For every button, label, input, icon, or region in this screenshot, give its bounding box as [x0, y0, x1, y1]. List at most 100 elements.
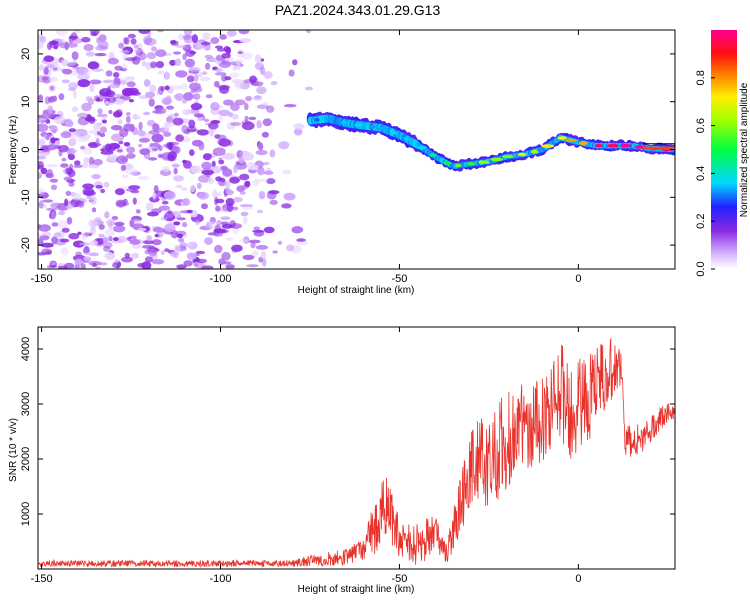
noise-blob	[304, 86, 314, 91]
noise-blob	[122, 53, 128, 62]
noise-blob	[259, 66, 266, 76]
track-core	[530, 149, 539, 154]
noise-blob	[48, 76, 58, 82]
y-tick-label: -20	[20, 237, 32, 253]
noise-blob	[41, 146, 49, 151]
noise-blob	[229, 223, 243, 229]
noise-blob	[64, 120, 74, 128]
noise-blob	[248, 116, 257, 121]
noise-blob	[240, 211, 249, 217]
noise-blob	[236, 185, 246, 193]
noise-blob	[196, 129, 209, 136]
track-core	[389, 131, 398, 135]
noise-blob	[81, 102, 92, 112]
noise-blob	[231, 114, 239, 120]
noise-blob	[186, 75, 195, 83]
track-core	[403, 137, 410, 141]
noise-blob	[174, 58, 182, 66]
noise-blob	[132, 197, 137, 205]
noise-blob	[218, 157, 223, 161]
noise-blob	[104, 229, 115, 237]
noise-blob	[121, 256, 133, 263]
noise-blob	[198, 141, 205, 151]
noise-blob	[104, 252, 116, 261]
noise-blob	[89, 142, 102, 147]
noise-blob	[219, 34, 227, 40]
colorbar-tick-label: 0.0	[695, 261, 707, 276]
noise-blob	[64, 198, 69, 207]
page-title: PAZ1.2024.343.01.29.G13	[274, 2, 441, 18]
noise-blob	[112, 111, 122, 118]
noise-blob	[286, 244, 295, 252]
noise-blob	[234, 99, 246, 106]
noise-blob	[268, 190, 280, 195]
noise-blob	[218, 159, 225, 165]
noise-blob	[181, 234, 188, 239]
noise-blob	[38, 123, 49, 132]
noise-blob	[226, 203, 234, 213]
noise-blob	[107, 154, 118, 162]
noise-blob	[269, 199, 278, 205]
noise-blob	[166, 105, 175, 110]
x-tick-label: -50	[391, 273, 407, 285]
noise-blob	[205, 94, 213, 99]
noise-blob	[193, 73, 199, 82]
noise-blob	[214, 134, 221, 139]
noise-blob	[192, 93, 201, 100]
noise-blob	[104, 143, 112, 152]
noise-blob	[112, 225, 126, 233]
noise-blob	[182, 198, 190, 206]
colorbar-ticks: 0.0 0.2 0.4 0.6 0.8	[695, 70, 715, 277]
noise-blob	[172, 51, 182, 55]
snr-series-line	[38, 338, 675, 569]
noise-blob	[170, 40, 177, 45]
noise-blob	[102, 79, 115, 84]
noise-blob	[143, 240, 154, 245]
noise-blob	[248, 239, 261, 244]
noise-blob	[81, 36, 91, 43]
noise-blob	[133, 45, 138, 52]
noise-blob	[125, 115, 131, 123]
noise-blob	[266, 178, 276, 185]
noise-blob	[135, 209, 141, 214]
noise-blob	[88, 219, 98, 228]
noise-blob	[137, 227, 147, 232]
noise-blob	[233, 197, 243, 203]
noise-blob	[114, 188, 125, 196]
noise-blob	[61, 79, 70, 84]
noise-blob	[216, 220, 222, 226]
noise-blob	[193, 113, 204, 118]
noise-blob	[127, 33, 136, 39]
noise-blob	[210, 37, 220, 44]
noise-blob	[239, 38, 252, 43]
noise-blob	[155, 107, 167, 115]
noise-blob	[219, 85, 230, 94]
noise-blob	[49, 85, 55, 91]
noise-blob	[151, 133, 164, 143]
noise-blob	[211, 160, 216, 168]
noise-blob	[145, 202, 154, 211]
noise-blob	[114, 259, 120, 263]
noise-blob	[38, 200, 44, 209]
noise-blob	[101, 119, 107, 124]
noise-blob	[283, 192, 296, 201]
noise-blob	[175, 134, 185, 142]
noise-blob	[175, 70, 188, 78]
noise-blob	[76, 200, 84, 207]
noise-blob	[252, 178, 260, 186]
noise-blob	[60, 131, 72, 139]
noise-blob	[228, 72, 240, 78]
noise-blob	[296, 241, 309, 246]
noise-blob	[225, 237, 234, 242]
noise-blob	[194, 219, 200, 226]
noise-blob	[164, 248, 170, 253]
track-core	[502, 154, 514, 159]
y-tick-label: 2000	[20, 447, 32, 471]
noise-blob	[220, 261, 232, 265]
x-tick-label: -50	[391, 573, 407, 585]
noise-blob	[204, 54, 213, 59]
noise-blob	[148, 130, 160, 135]
y-tick-label: 10	[20, 96, 32, 108]
track-core	[578, 141, 588, 145]
noise-blob	[119, 49, 130, 54]
